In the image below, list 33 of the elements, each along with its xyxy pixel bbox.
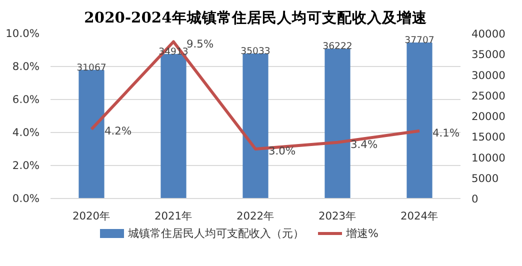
x-tick-label: 2024年 <box>400 210 439 222</box>
y2-tick-label: 5000 <box>472 172 499 185</box>
y-tick-label: 2.0% <box>12 159 40 172</box>
legend-label: 增速% <box>346 226 378 240</box>
x-tick-label: 2022年 <box>236 210 275 222</box>
chart-title: 2020-2024年城镇常住居民人均可支配收入及增速 <box>84 10 428 26</box>
y2-tick-label: 35000 <box>472 48 506 62</box>
x-tick-label: 2021年 <box>154 210 193 222</box>
y2-tick-label: 15000 <box>472 130 506 144</box>
y-tick-label: 0.0% <box>12 192 40 205</box>
bar <box>242 53 268 198</box>
data-label: 4.2% <box>104 124 132 138</box>
data-label: 3.0% <box>268 144 296 158</box>
y-tick-label: 10.0% <box>6 27 40 40</box>
y2-tick-label: 20000 <box>472 110 506 123</box>
data-label: 4.1% <box>432 126 460 140</box>
y2-tick-label: 10000 <box>472 151 506 164</box>
y2-tick-label: 0 <box>472 192 478 206</box>
bar <box>78 70 104 198</box>
y-tick-label: 6.0% <box>12 93 40 106</box>
bar <box>406 42 432 198</box>
legend-label: 城镇常住居民人均可支配收入（元） <box>128 226 304 240</box>
x-tick-label: 2020年 <box>72 210 111 222</box>
x-tick-label: 2023年 <box>318 210 357 222</box>
bar <box>324 48 350 198</box>
y2-tick-label: 40000 <box>472 28 506 40</box>
y2-tick-label: 25000 <box>472 89 506 102</box>
y-tick-label: 4.0% <box>12 126 40 139</box>
y-tick-label: 8.0% <box>12 60 40 73</box>
data-label: 9.5% <box>186 37 214 50</box>
bar <box>160 54 186 198</box>
data-label: 3.4% <box>350 138 378 151</box>
y2-tick-label: 30000 <box>472 68 506 82</box>
